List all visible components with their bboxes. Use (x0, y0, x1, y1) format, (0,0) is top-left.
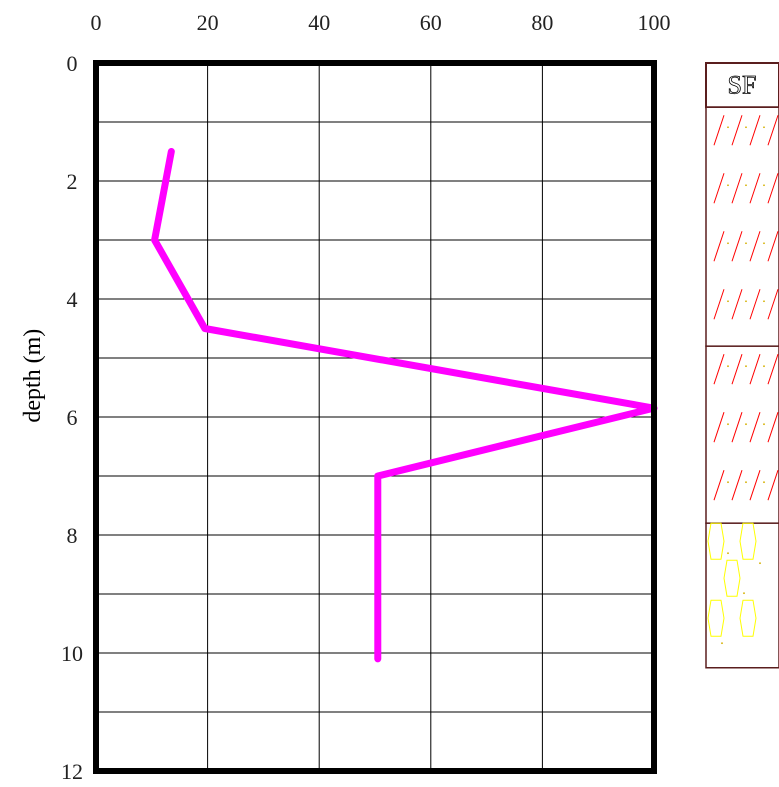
hatch-mark (767, 354, 779, 385)
gravel-mark (723, 559, 741, 597)
log-layer-1: SF (705, 62, 779, 109)
hatch-mark (731, 470, 743, 501)
log-layer-3 (705, 345, 779, 524)
hatch-dot (763, 184, 765, 187)
hatch-mark (731, 354, 743, 385)
y-tick-label: 0 (67, 51, 78, 76)
hatch-mark (767, 231, 779, 262)
hatch-mark (767, 289, 779, 320)
gravel-dot (721, 642, 723, 645)
hatch-mark (749, 289, 761, 320)
hatch-mark (731, 412, 743, 443)
hatch-dot (745, 300, 747, 303)
hatch-dot (763, 423, 765, 426)
hatch-dot (763, 242, 765, 245)
hatch-dot (763, 481, 765, 484)
log-top-label: SF (728, 70, 757, 99)
hatch-dot (763, 300, 765, 303)
x-axis-ticks: 0 20 40 60 80 100 (91, 10, 671, 35)
series-group (151, 148, 658, 663)
hatch-dot (745, 184, 747, 187)
log-layer-2 (705, 106, 779, 347)
hatch-mark (749, 354, 761, 385)
gravel-mark (707, 522, 725, 560)
y-tick-label: 8 (67, 523, 78, 548)
hatch-mark (713, 231, 725, 262)
hatch-dot (727, 242, 729, 245)
hatch-dot (727, 423, 729, 426)
hatch-mark (713, 470, 725, 501)
y-tick-label: 2 (67, 169, 78, 194)
hatch-dot (763, 365, 765, 368)
hatch-mark (713, 354, 725, 385)
borehole-log: SF (705, 62, 779, 669)
hatch-dot (727, 300, 729, 303)
hatch-dot (727, 126, 729, 129)
log-layer-box (705, 345, 779, 524)
hatch-mark (713, 289, 725, 320)
y-tick-label: 10 (61, 641, 83, 666)
hatch-mark (749, 412, 761, 443)
hatch-dot (727, 184, 729, 187)
gravel-mark (707, 599, 725, 637)
hatch-dot (745, 423, 747, 426)
x-tick-label: 40 (308, 10, 330, 35)
hatch-mark (749, 470, 761, 501)
hatch-dot (745, 481, 747, 484)
x-tick-label: 60 (420, 10, 442, 35)
hatch-mark (767, 115, 779, 146)
gravel-mark (739, 599, 757, 637)
hatch-mark (731, 173, 743, 204)
hatch-dot (745, 126, 747, 129)
y-tick-label: 12 (61, 759, 83, 784)
hatch-mark (749, 173, 761, 204)
gravel-mark (739, 522, 757, 560)
hatch-dot (727, 365, 729, 368)
gravel-dot (759, 562, 761, 565)
log-layer-box (705, 522, 779, 669)
plot-frame (93, 60, 657, 774)
hatch-mark (731, 115, 743, 146)
hatch-mark (731, 231, 743, 262)
x-tick-label: 20 (197, 10, 219, 35)
x-tick-label: 0 (91, 10, 102, 35)
gravel-dot (727, 552, 729, 555)
hatch-mark (713, 173, 725, 204)
hatch-mark (749, 231, 761, 262)
hatch-dot (763, 126, 765, 129)
hatch-mark (767, 412, 779, 443)
x-tick-label: 100 (638, 10, 671, 35)
hatch-mark (731, 289, 743, 320)
hatch-dot (727, 481, 729, 484)
grid-lines (96, 63, 654, 771)
y-tick-label: 4 (67, 287, 78, 312)
y-tick-label: 6 (67, 405, 78, 430)
hatch-mark (713, 115, 725, 146)
hatch-mark (749, 115, 761, 146)
hatch-mark (767, 173, 779, 204)
y-axis-ticks: 0 2 4 6 8 10 12 (61, 51, 83, 784)
hatch-dot (745, 242, 747, 245)
log-layer-4 (705, 522, 779, 669)
series-line (151, 148, 658, 663)
hatch-mark (713, 412, 725, 443)
hatch-dot (745, 365, 747, 368)
y-axis-label: depth (m) (20, 329, 46, 423)
hatch-mark (767, 470, 779, 501)
gravel-dot (743, 592, 745, 595)
x-tick-label: 80 (531, 10, 553, 35)
